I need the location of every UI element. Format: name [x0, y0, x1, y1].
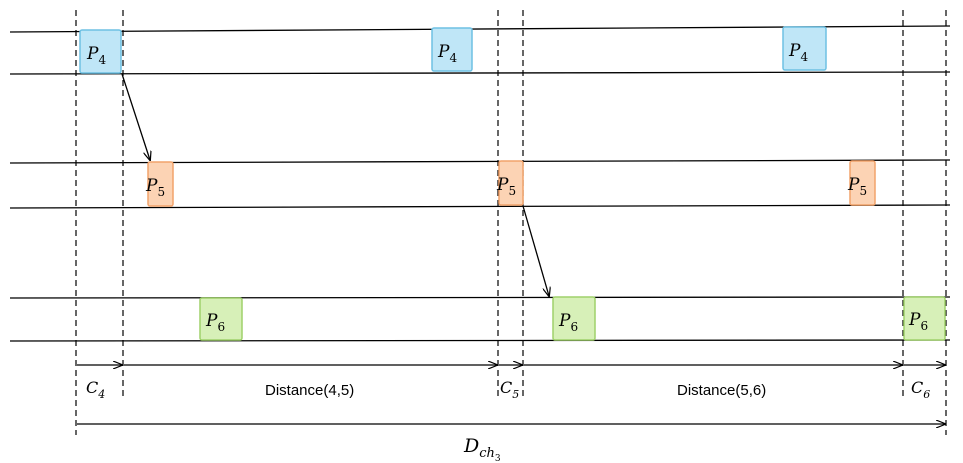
- task-number: 5: [508, 184, 516, 198]
- task-box-p6: P6: [552, 296, 596, 341]
- task-box-p5: P5: [496, 160, 524, 206]
- c6-letter: C: [911, 378, 923, 397]
- svg-text:P6: P6: [558, 311, 578, 334]
- task-box-p5: P5: [847, 160, 876, 206]
- task-letter: P: [86, 44, 99, 64]
- lane-p4-bottom-line: [9, 71, 951, 75]
- c6-number: 6: [923, 388, 930, 401]
- c5-letter: C: [500, 378, 512, 397]
- dimension-arrows: [77, 365, 945, 424]
- task-rect: [849, 160, 876, 206]
- c5-label: C5: [500, 378, 519, 401]
- task-box-p5: P5: [145, 161, 174, 207]
- c4-letter: C: [86, 378, 98, 397]
- task-rect: [903, 296, 946, 341]
- task-box-p6: P6: [199, 297, 243, 341]
- total-subscript: ch: [479, 446, 495, 461]
- task-rect: [147, 161, 174, 207]
- task-letter: P: [496, 175, 509, 195]
- task-rect: [782, 26, 827, 71]
- task-letter: P: [908, 310, 921, 330]
- task-letter: P: [788, 41, 801, 61]
- c5-number: 5: [512, 388, 519, 401]
- c4-label: C4: [86, 378, 105, 401]
- task-number: 6: [920, 319, 928, 333]
- total-letter: D: [463, 435, 479, 457]
- task-rect: [79, 29, 122, 74]
- total-length-label: Dch3: [463, 435, 501, 463]
- lane-p6: [9, 296, 951, 342]
- task-box-p4: P4: [79, 29, 122, 74]
- svg-text:P4: P4: [437, 42, 457, 65]
- c4-number: 4: [97, 388, 105, 401]
- dependency-arrow-p5-p6: [522, 205, 549, 296]
- task-box-p6: P6: [903, 296, 946, 341]
- task-number: 5: [157, 185, 165, 199]
- task-letter: P: [437, 42, 450, 62]
- lane-p5-bottom-line: [9, 204, 951, 209]
- svg-text:P4: P4: [86, 44, 106, 67]
- task-number: 4: [449, 51, 457, 65]
- svg-text:P5: P5: [847, 175, 867, 198]
- task-rect: [431, 27, 473, 72]
- task-letter: P: [847, 175, 860, 195]
- distance-4-5-label: Distance(4,5): [265, 382, 354, 399]
- task-number: 4: [98, 53, 106, 67]
- lane-p6-bottom-line: [9, 339, 951, 342]
- task-letter: P: [145, 176, 158, 196]
- svg-text:P6: P6: [908, 310, 928, 333]
- c6-label: C6: [911, 378, 930, 401]
- svg-text:P5: P5: [496, 175, 516, 198]
- distance-5-6-label: Distance(5,6): [677, 382, 766, 399]
- task-letter: P: [558, 311, 571, 331]
- dependency-arrow-p4-p5: [121, 73, 150, 160]
- task-letter: P: [205, 311, 218, 331]
- lane-p6-top-line: [9, 296, 951, 299]
- task-number: 5: [859, 184, 867, 198]
- task-rect: [552, 296, 596, 341]
- svg-text:P5: P5: [145, 176, 165, 199]
- task-number: 6: [217, 320, 225, 334]
- task-box-p4: P4: [431, 27, 473, 72]
- task-number: 4: [800, 50, 808, 64]
- task-rect: [498, 160, 524, 206]
- svg-text:P6: P6: [205, 311, 225, 334]
- task-box-p4: P4: [782, 26, 827, 71]
- total-subsubscript: 3: [495, 454, 501, 463]
- svg-text:P4: P4: [788, 41, 808, 64]
- task-rect: [199, 297, 243, 341]
- task-number: 6: [570, 320, 578, 334]
